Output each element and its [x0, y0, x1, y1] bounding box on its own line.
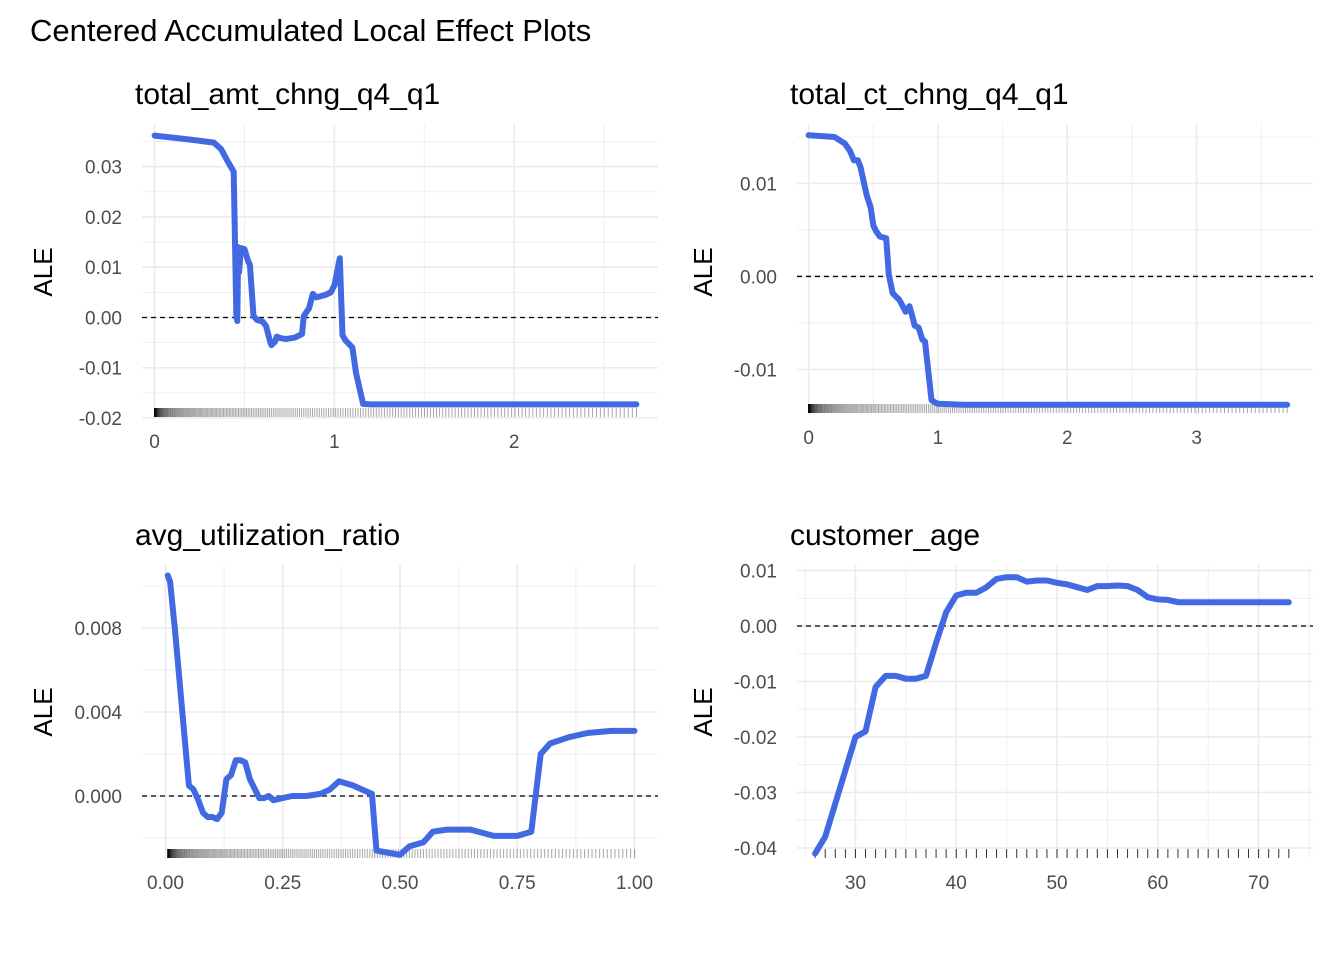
plot-area: 0 1 2 -0.02 -0.01 0.00 0.01 0.02 0.03	[79, 124, 658, 453]
y-tick-label: 0.03	[85, 158, 122, 179]
y-tick-label: -0.01	[734, 672, 777, 693]
x-tick-label: 40	[946, 873, 967, 894]
ale-line	[805, 132, 1291, 408]
panel-title: customer_age	[790, 519, 980, 552]
panel-customer-age: 30 40 50 60 70 -0.04 -0.03 -0.02 -0.01 0.00 0.01 c…	[688, 519, 1313, 894]
y-tick-label: 0.008	[74, 619, 122, 640]
y-tick-label: -0.02	[79, 409, 122, 430]
x-tick-label: 0	[803, 428, 814, 449]
x-tick-label: 1.00	[616, 873, 653, 894]
y-tick-label: -0.04	[734, 839, 778, 860]
x-tick-label: 2	[1062, 428, 1073, 449]
y-tick-label: 0.01	[740, 174, 777, 195]
x-tick-label: 0.00	[147, 873, 184, 894]
y-tick-label: -0.02	[734, 728, 777, 749]
plot-area: 30 40 50 60 70 -0.04 -0.03 -0.02 -0.01 0.00 0.01	[734, 562, 1313, 894]
panel-avg-utilization-ratio: 0.00 0.25 0.50 0.75 1.00 0.000 0.004 0.008 avg_…	[28, 519, 658, 894]
y-tick-label: 0.00	[740, 617, 777, 638]
y-tick-label: 0.01	[85, 258, 122, 279]
rug	[814, 849, 1290, 858]
plot-area: 0.00 0.25 0.50 0.75 1.00 0.000 0.004 0.008	[74, 565, 658, 894]
panel-title: avg_utilization_ratio	[135, 519, 400, 552]
x-tick-label: 60	[1147, 873, 1168, 894]
ale-line	[151, 132, 640, 408]
y-tick-label: -0.01	[734, 360, 777, 381]
y-tick-label: 0.000	[74, 787, 122, 808]
x-tick-label: 3	[1191, 428, 1202, 449]
panel-title: total_ct_chng_q4_q1	[790, 78, 1069, 111]
ale-line	[812, 574, 1292, 857]
x-tick-label: 0.25	[264, 873, 301, 894]
y-axis-label: ALE	[28, 247, 58, 296]
y-axis-label: ALE	[28, 687, 58, 736]
panel-total-ct-chng: 0 1 2 3 -0.01 0.00 0.01 total_ct_chng_q4_q1 AL…	[688, 78, 1313, 449]
x-tick-label: 1	[933, 428, 944, 449]
panel-total-amt-chng: 0 1 2 -0.02 -0.01 0.00 0.01 0.02 0.03 total_amt_…	[28, 78, 658, 453]
x-tick-label: 2	[509, 432, 520, 453]
rug	[154, 408, 637, 417]
y-tick-label: 0.00	[740, 267, 777, 288]
ale-line	[164, 572, 638, 858]
x-tick-label: 0	[149, 432, 160, 453]
y-axis-label: ALE	[688, 247, 718, 296]
y-tick-label: 0.02	[85, 208, 122, 229]
y-tick-label: 0.01	[740, 562, 777, 583]
panel-title: total_amt_chng_q4_q1	[135, 78, 440, 111]
x-tick-label: 0.75	[499, 873, 536, 894]
y-axis-label: ALE	[688, 687, 718, 736]
y-tick-label: 0.004	[74, 703, 122, 724]
figure-title: Centered Accumulated Local Effect Plots	[30, 13, 591, 48]
y-tick-label: -0.01	[79, 359, 122, 380]
x-tick-label: 70	[1248, 873, 1269, 894]
x-tick-label: 30	[845, 873, 866, 894]
plot-area: 0 1 2 3 -0.01 0.00 0.01	[734, 124, 1313, 449]
x-tick-label: 1	[329, 432, 340, 453]
x-tick-label: 50	[1046, 873, 1067, 894]
x-tick-label: 0.50	[382, 873, 419, 894]
y-tick-label: 0.00	[85, 308, 122, 329]
y-tick-label: -0.03	[734, 783, 777, 804]
